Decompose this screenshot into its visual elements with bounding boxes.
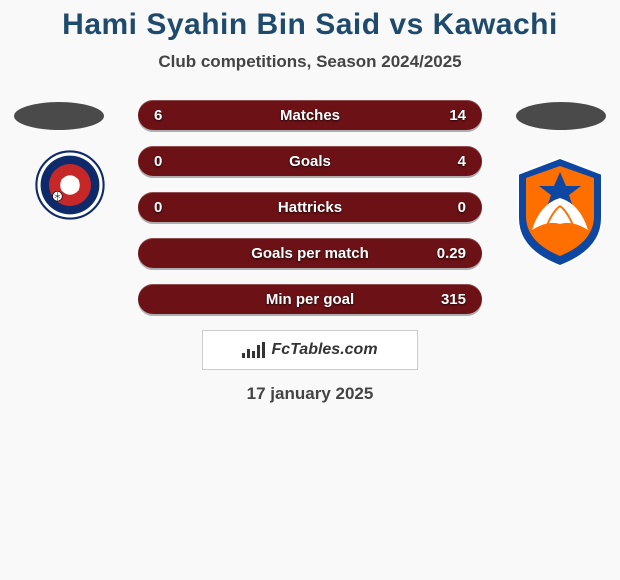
comparison-card: Hami Syahin Bin Said vs Kawachi Club com… xyxy=(0,0,620,404)
page-title: Hami Syahin Bin Said vs Kawachi xyxy=(0,8,620,42)
player-photo-placeholder-right xyxy=(516,102,606,130)
bar-chart-icon xyxy=(242,342,265,358)
stat-right-value: 315 xyxy=(416,291,466,308)
stat-row: Goals per match0.29 xyxy=(138,238,482,268)
stat-left-value: 0 xyxy=(154,153,204,170)
stat-right-value: 0.29 xyxy=(416,245,466,262)
player-photo-placeholder-left xyxy=(14,102,104,130)
club-badge-right xyxy=(510,154,610,270)
stat-label: Min per goal xyxy=(204,291,416,308)
stat-label: Matches xyxy=(204,107,416,124)
stat-row: Min per goal315 xyxy=(138,284,482,314)
stat-right-value: 0 xyxy=(416,199,466,216)
brand-logo[interactable]: FcTables.com xyxy=(202,330,418,370)
stat-left-value: 0 xyxy=(154,199,204,216)
stat-label: Hattricks xyxy=(204,199,416,216)
stat-row: 6Matches14 xyxy=(138,100,482,130)
stat-label: Goals xyxy=(204,153,416,170)
stat-row: 0Hattricks0 xyxy=(138,192,482,222)
club-badge-left xyxy=(20,150,120,220)
brand-text: FcTables.com xyxy=(271,341,377,359)
stat-rows: 6Matches140Goals40Hattricks0Goals per ma… xyxy=(138,100,482,314)
stat-row: 0Goals4 xyxy=(138,146,482,176)
stat-right-value: 14 xyxy=(416,107,466,124)
stat-left-value: 6 xyxy=(154,107,204,124)
subtitle: Club competitions, Season 2024/2025 xyxy=(0,52,620,72)
stat-right-value: 4 xyxy=(416,153,466,170)
stats-section: 6Matches140Goals40Hattricks0Goals per ma… xyxy=(0,100,620,314)
date-text: 17 january 2025 xyxy=(0,384,620,404)
stat-label: Goals per match xyxy=(204,245,416,262)
